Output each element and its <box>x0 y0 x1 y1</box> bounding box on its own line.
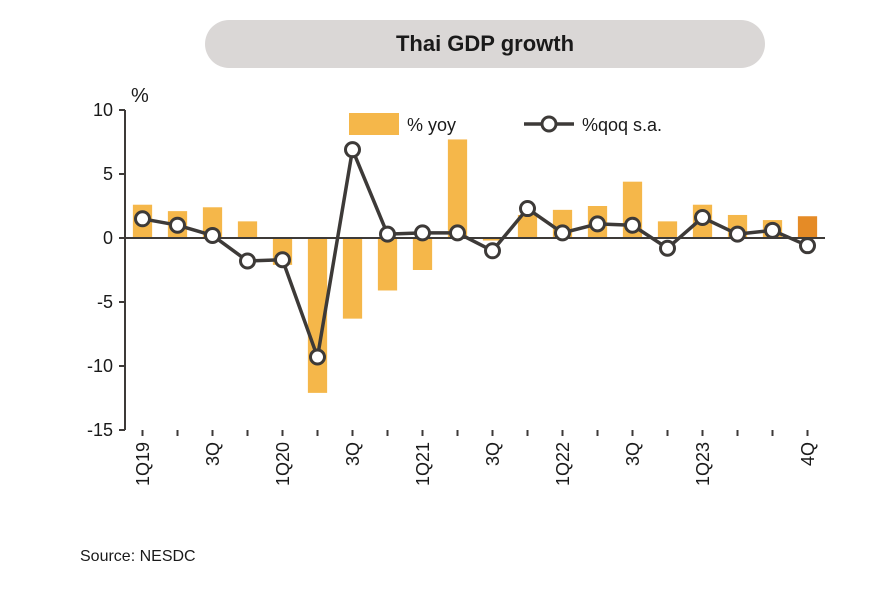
bar <box>798 216 817 238</box>
x-tick-label: 3Q <box>623 442 643 466</box>
y-tick-label: -5 <box>97 292 113 312</box>
chart-title-pill: Thai GDP growth <box>205 20 765 68</box>
line-marker <box>136 212 150 226</box>
bar <box>238 221 257 238</box>
line-marker <box>171 218 185 232</box>
bar <box>378 238 397 290</box>
line-marker <box>661 241 675 255</box>
line-marker <box>206 228 220 242</box>
x-tick-label: 1Q22 <box>553 442 573 486</box>
line-marker <box>731 227 745 241</box>
bar <box>658 221 677 238</box>
x-tick-label: 3Q <box>483 442 503 466</box>
x-tick-label: 4Q <box>798 442 818 466</box>
line-marker <box>451 226 465 240</box>
line-marker <box>626 218 640 232</box>
x-tick-label: 1Q23 <box>693 442 713 486</box>
x-tick-label: 1Q19 <box>133 442 153 486</box>
x-tick-label: 1Q20 <box>273 442 293 486</box>
y-tick-label: 10 <box>93 100 113 120</box>
line-marker <box>801 239 815 253</box>
line-marker <box>346 143 360 157</box>
legend: % yoy %qoq s.a. <box>349 113 662 135</box>
x-tick-label: 3Q <box>203 442 223 466</box>
bar <box>413 238 432 270</box>
x-tick-label: 1Q21 <box>413 442 433 486</box>
line-marker <box>696 211 710 225</box>
line-marker <box>556 226 570 240</box>
y-tick-label: 0 <box>103 228 113 248</box>
line-marker <box>591 217 605 231</box>
line-marker <box>241 254 255 268</box>
y-axis-label: % <box>131 85 149 107</box>
x-tick-label: 3Q <box>343 442 363 466</box>
chart-container: -15 -10 -5 0 5 10% 1Q19 3Q 1Q20 3Q 1Q21 3Q 1Q22 3Q 1Q2… <box>70 80 840 510</box>
line-series <box>143 150 808 357</box>
y-tick-label: -10 <box>87 356 113 376</box>
source-label: Source: NESDC <box>80 548 196 566</box>
chart-title: Thai GDP growth <box>396 31 574 57</box>
legend-bar-label: % yoy <box>407 115 456 135</box>
legend-line-marker <box>542 117 556 131</box>
gdp-chart: -15 -10 -5 0 5 10% 1Q19 3Q 1Q20 3Q 1Q21 3Q 1Q22 3Q 1Q2… <box>70 80 840 510</box>
y-tick-label: 5 <box>103 164 113 184</box>
line-marker <box>381 227 395 241</box>
line-marker <box>276 253 290 267</box>
legend-bar-swatch <box>349 113 399 135</box>
bar <box>343 238 362 319</box>
line-marker <box>766 223 780 237</box>
line-marker <box>486 244 500 258</box>
line-marker <box>416 226 430 240</box>
line-marker <box>521 202 535 216</box>
line-marker <box>311 350 325 364</box>
legend-line-label: %qoq s.a. <box>582 115 662 135</box>
y-tick-label: -15 <box>87 420 113 440</box>
bar <box>448 139 467 238</box>
